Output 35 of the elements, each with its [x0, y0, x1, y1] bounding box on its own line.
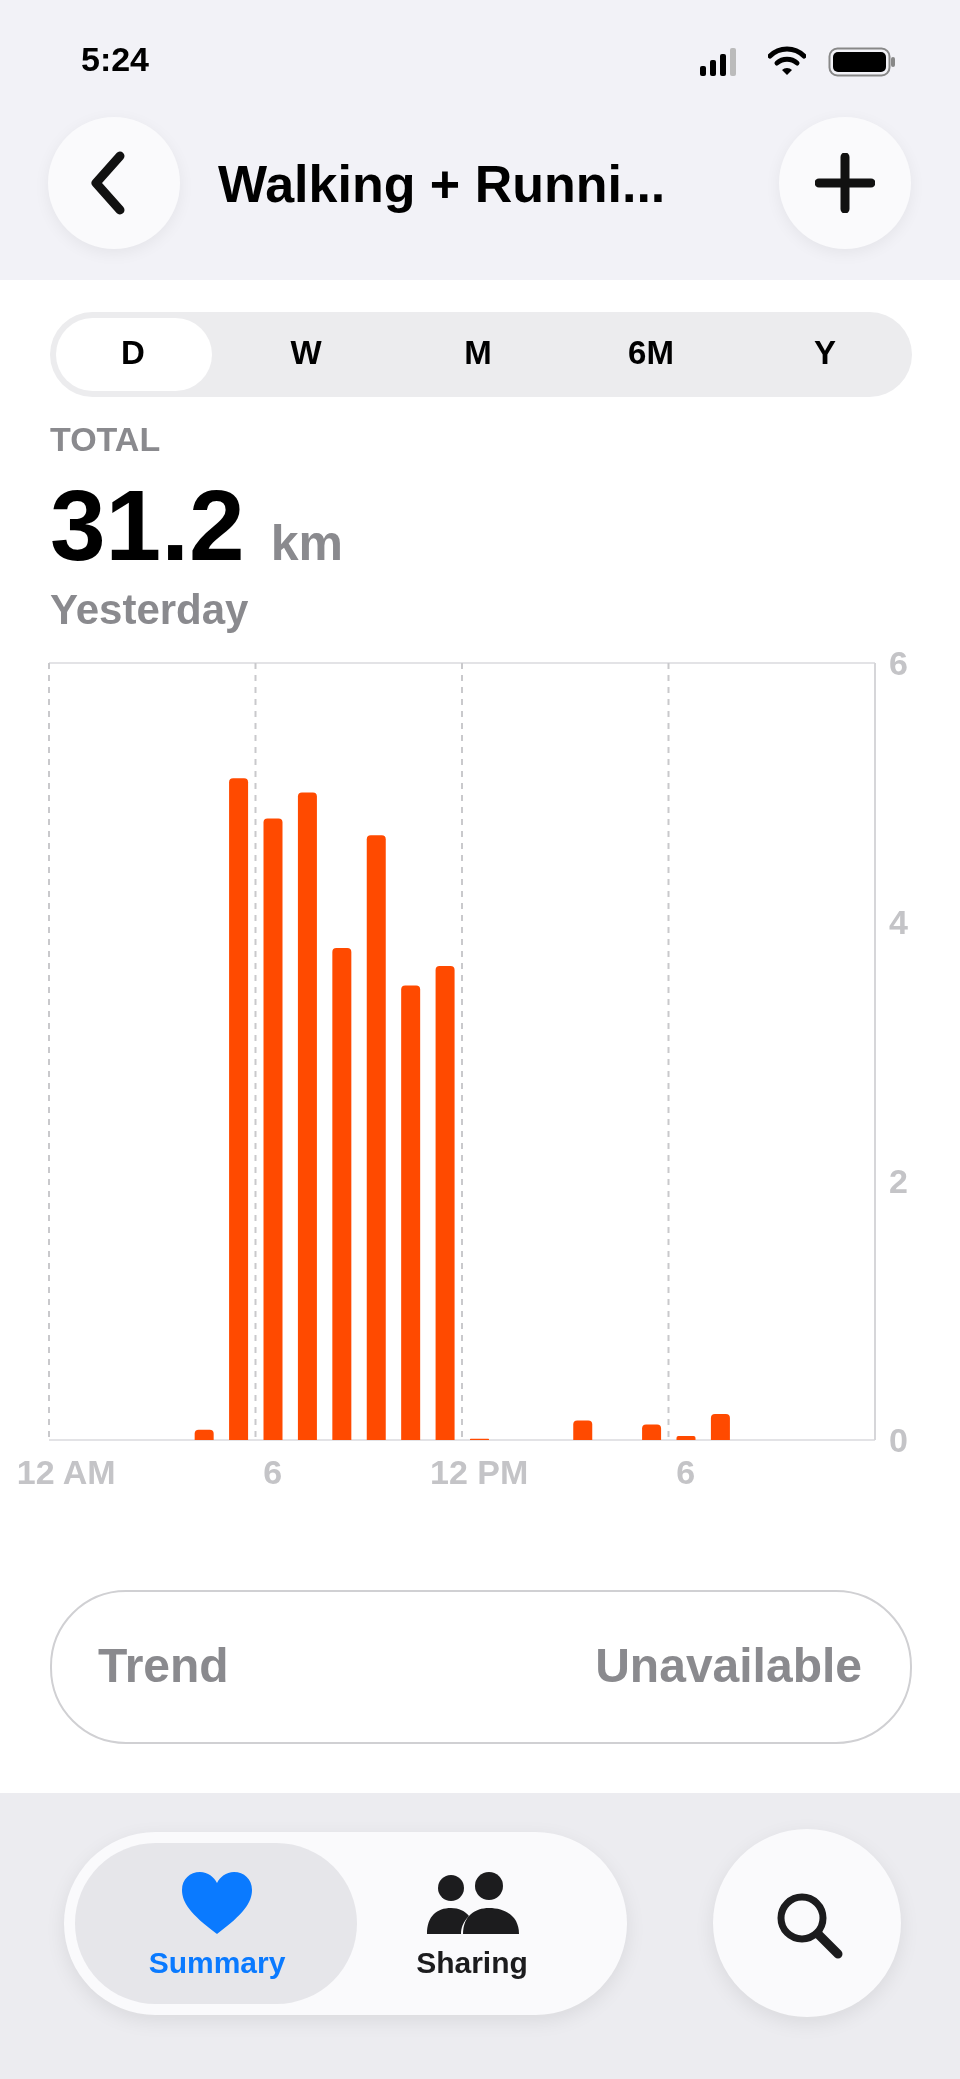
y-tick-label: 4 [889, 903, 908, 941]
y-tick-label: 6 [889, 644, 908, 682]
bar [676, 1436, 696, 1440]
bar [366, 835, 386, 1440]
bar [194, 1429, 214, 1440]
text: Y [813, 334, 837, 372]
bar [229, 778, 249, 1440]
text: Sharing [415, 1946, 529, 1980]
bar [263, 818, 283, 1440]
y-tick-label: 0 [889, 1421, 908, 1459]
bar [332, 947, 352, 1440]
x-tick-label: 12 PM [430, 1453, 529, 1492]
text: D [120, 334, 146, 372]
bar [642, 1424, 662, 1440]
chart-title: Walking + Runni... [218, 154, 666, 214]
text: TOTAL [50, 420, 161, 459]
text: Summary [147, 1946, 287, 1980]
bar [710, 1414, 730, 1440]
bar [435, 966, 455, 1440]
text: M [463, 334, 493, 372]
bar [573, 1420, 593, 1440]
text: 6M [627, 334, 675, 372]
text: W [289, 334, 323, 372]
text: 5:24 [79, 40, 151, 79]
text: Trend [98, 1638, 229, 1693]
bar [401, 985, 421, 1440]
x-tick-label: 12 AM [16, 1453, 116, 1492]
x-tick-label: 6 [263, 1453, 283, 1492]
text: Unavailable [594, 1638, 862, 1693]
y-tick-label: 2 [889, 1162, 908, 1200]
text: 31.2 [50, 468, 245, 583]
text: Yesterday [50, 586, 249, 634]
bar [297, 792, 317, 1440]
x-tick-label: 6 [676, 1453, 696, 1492]
text: km [270, 514, 343, 572]
